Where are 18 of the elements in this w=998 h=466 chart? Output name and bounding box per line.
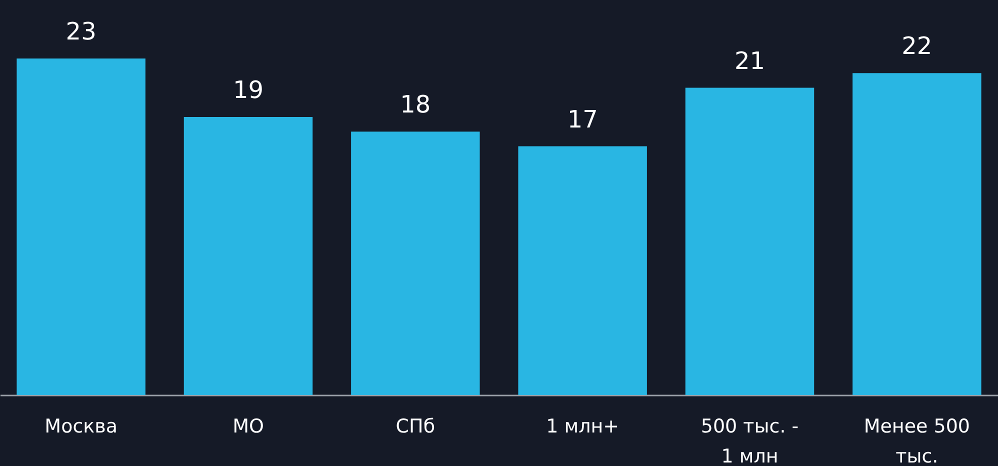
data-label: 17 [567, 105, 598, 134]
x-tick-label: 500 тыс. - 1 млн [700, 416, 799, 466]
data-label: 19 [232, 76, 264, 104]
bar [351, 132, 480, 395]
bar [685, 88, 814, 395]
data-label: 18 [400, 90, 431, 119]
x-tick-label: СПб [396, 416, 436, 438]
data-label: 21 [734, 46, 766, 75]
bar [518, 146, 647, 395]
x-tick-label: МО [232, 416, 264, 438]
data-label: 22 [902, 32, 932, 60]
x-tick-label: Менее 500 тыс. [864, 416, 970, 466]
x-tick-label: Москва [44, 416, 118, 438]
bar [852, 73, 982, 395]
bar [16, 58, 146, 395]
bar [184, 117, 313, 395]
x-tick-label: 1 млн+ [546, 416, 620, 438]
data-label: 23 [66, 18, 96, 46]
